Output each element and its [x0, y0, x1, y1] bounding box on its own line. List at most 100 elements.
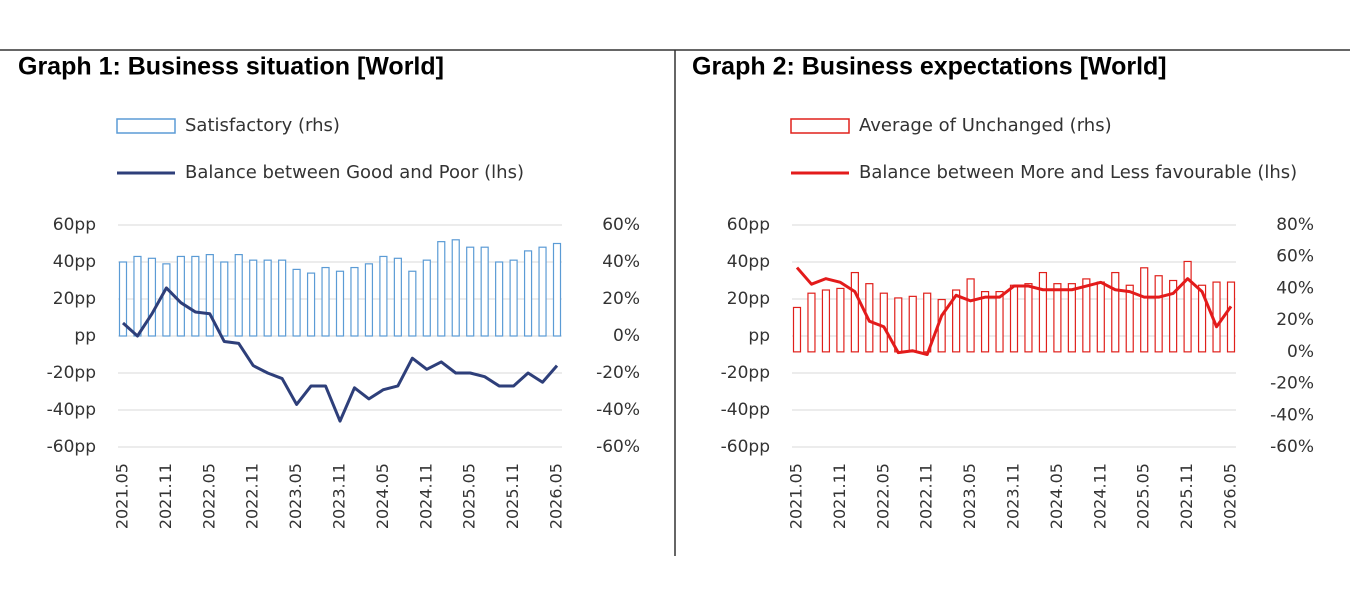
y-tick-label: 40pp [727, 252, 770, 272]
bar [966, 278, 975, 353]
x-tick-label: 2025.11 [503, 463, 522, 529]
bar [1096, 281, 1105, 353]
x-tick-label: 2023.11 [1004, 463, 1023, 529]
bar [408, 270, 417, 337]
bar [364, 263, 374, 337]
chart-title: Graph 2: Business expectations [World] [692, 53, 1167, 81]
bar [379, 255, 388, 337]
bar [879, 292, 888, 353]
bar [133, 255, 142, 337]
bar [234, 254, 243, 337]
y2-tick-label: 40% [1276, 278, 1314, 298]
legend-label: Satisfactory (rhs) [185, 115, 340, 136]
y2-tick-label: 0% [1287, 342, 1314, 362]
bar [923, 292, 932, 353]
x-tick-label: 2022.11 [917, 463, 936, 529]
x-tick-label: 2025.05 [1134, 463, 1153, 529]
y2-tick-label: 20% [602, 289, 640, 309]
bar [306, 272, 316, 337]
y-tick-label: -40pp [721, 400, 770, 420]
line-series [121, 286, 559, 423]
y-tick-label: -60pp [47, 437, 96, 457]
bar [162, 263, 171, 337]
bar [263, 259, 272, 337]
bar [836, 287, 845, 353]
y-tick-label: 60pp [53, 215, 96, 235]
y-tick-label: -20pp [47, 363, 96, 383]
y-tick-label: 20pp [727, 289, 770, 309]
bar [995, 291, 1004, 353]
bar [466, 246, 475, 337]
bar [1053, 283, 1062, 353]
y-tick-label: 40pp [53, 252, 96, 272]
bar [1125, 284, 1134, 353]
x-tick-label: 2023.11 [330, 463, 349, 529]
y2-tick-label: 20% [1276, 310, 1314, 330]
bar [1197, 284, 1207, 353]
x-tick-label: 2021.11 [156, 463, 175, 529]
bar [422, 259, 431, 337]
bar [495, 261, 504, 337]
bar [1140, 267, 1149, 353]
bar [350, 266, 359, 337]
bar [393, 257, 402, 337]
x-tick-label: 2024.05 [1047, 463, 1066, 529]
y-tick-label: -20pp [721, 363, 770, 383]
bar [792, 306, 802, 353]
bar [480, 246, 489, 337]
y2-tick-label: 60% [602, 215, 640, 235]
bar [278, 259, 287, 337]
bar [1226, 281, 1236, 353]
bar [894, 297, 903, 353]
y2-tick-label: 0% [613, 326, 640, 346]
x-tick-label: 2024.05 [373, 463, 392, 529]
x-tick-label: 2021.05 [113, 463, 132, 529]
bar [538, 246, 547, 337]
bar [451, 239, 460, 337]
bar [865, 283, 874, 353]
bar [176, 255, 185, 337]
bar [205, 254, 214, 337]
y-tick-label: -60pp [721, 437, 770, 457]
chart-title: Graph 1: Business situation [World] [18, 53, 444, 81]
y2-tick-label: -20% [596, 363, 640, 383]
x-tick-label: 2025.05 [460, 463, 479, 529]
bar [220, 261, 229, 337]
bar [1024, 283, 1033, 353]
y2-tick-label: 40% [602, 252, 640, 272]
bar [292, 268, 301, 337]
y-tick-label: pp [74, 326, 96, 346]
y2-tick-label: -60% [1270, 437, 1314, 457]
x-tick-label: 2025.11 [1177, 463, 1196, 529]
bar [850, 271, 859, 353]
bar [1082, 278, 1091, 353]
bar [523, 250, 533, 337]
bar [335, 270, 345, 337]
y-tick-label: pp [748, 326, 770, 346]
bar [552, 242, 562, 337]
bar [821, 289, 831, 353]
x-tick-label: 2024.11 [416, 463, 435, 529]
x-tick-label: 2021.11 [830, 463, 849, 529]
y2-tick-label: -40% [596, 400, 640, 420]
legend-label: Average of Unchanged (rhs) [859, 115, 1112, 136]
bar [980, 291, 990, 353]
line-series [795, 266, 1233, 356]
bar [191, 255, 200, 337]
bar [437, 241, 446, 337]
bar [509, 259, 518, 337]
x-tick-label: 2022.05 [873, 463, 892, 529]
bar [908, 295, 917, 353]
bar [147, 257, 157, 337]
y-tick-label: 60pp [727, 215, 770, 235]
y2-tick-label: -20% [1270, 374, 1314, 394]
bar [1169, 279, 1178, 353]
bar [1154, 275, 1163, 353]
bar [952, 289, 961, 353]
x-tick-label: 2021.05 [787, 463, 806, 529]
bar [1183, 260, 1192, 353]
y2-tick-label: 60% [1276, 247, 1314, 267]
legend-swatch [116, 118, 176, 134]
